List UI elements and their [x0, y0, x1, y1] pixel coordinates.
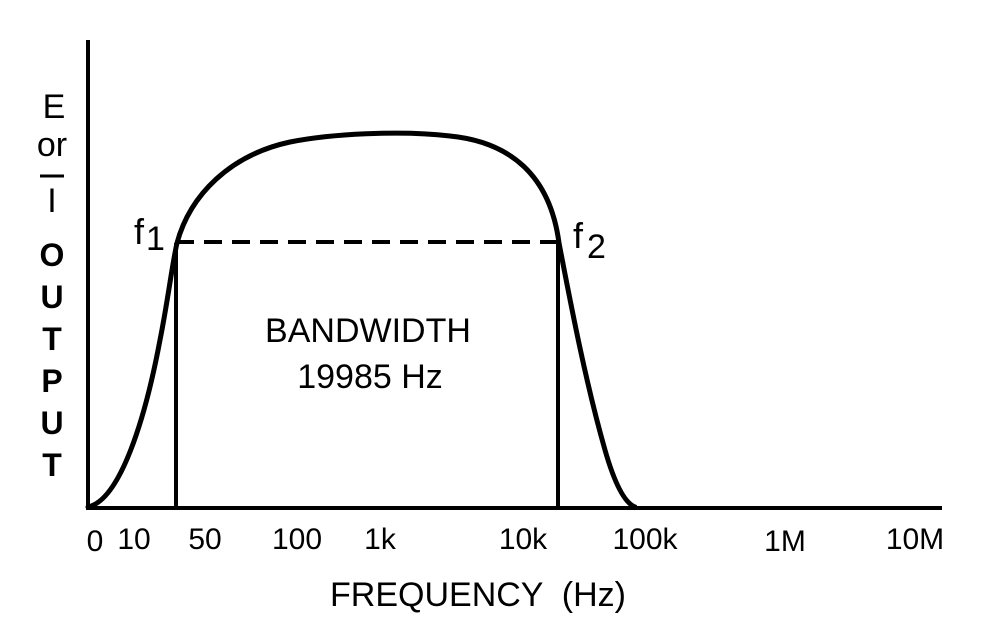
y-label-letter-p: P	[41, 363, 62, 399]
f1-letter: f	[134, 211, 145, 252]
x-tick-label: 1M	[764, 525, 806, 558]
x-tick-label: 10M	[886, 523, 944, 556]
y-label-e: E	[43, 88, 66, 126]
f2-letter: f	[573, 215, 584, 256]
bandwidth-value: 19985 Hz	[297, 358, 443, 396]
y-label-letter-o: O	[40, 237, 65, 273]
x-tick-label: 50	[188, 523, 221, 556]
x-axis-title: FREQUENCY (Hz)	[330, 576, 626, 614]
x-tick-label: 1k	[364, 523, 397, 556]
f1-subscript: 1	[146, 220, 165, 258]
x-tick-label: 100k	[612, 523, 678, 556]
x-tick-label: 100	[272, 523, 322, 556]
y-label-current: I	[47, 182, 56, 220]
y-label-letter-u: U	[40, 279, 63, 315]
f1-marker: f1	[134, 211, 165, 258]
y-label-letter-u2: U	[40, 405, 63, 441]
y-label-letter-t: T	[42, 321, 62, 357]
x-tick-label: 0	[87, 525, 104, 558]
bandwidth-label: BANDWIDTH	[265, 312, 471, 350]
x-tick-label: 10k	[499, 523, 548, 556]
y-label-letter-t2: T	[42, 447, 62, 483]
f2-subscript: 2	[587, 228, 606, 266]
response-curve	[85, 130, 638, 510]
y-label-or: or	[37, 126, 67, 164]
x-tick-label: 10	[117, 523, 150, 556]
